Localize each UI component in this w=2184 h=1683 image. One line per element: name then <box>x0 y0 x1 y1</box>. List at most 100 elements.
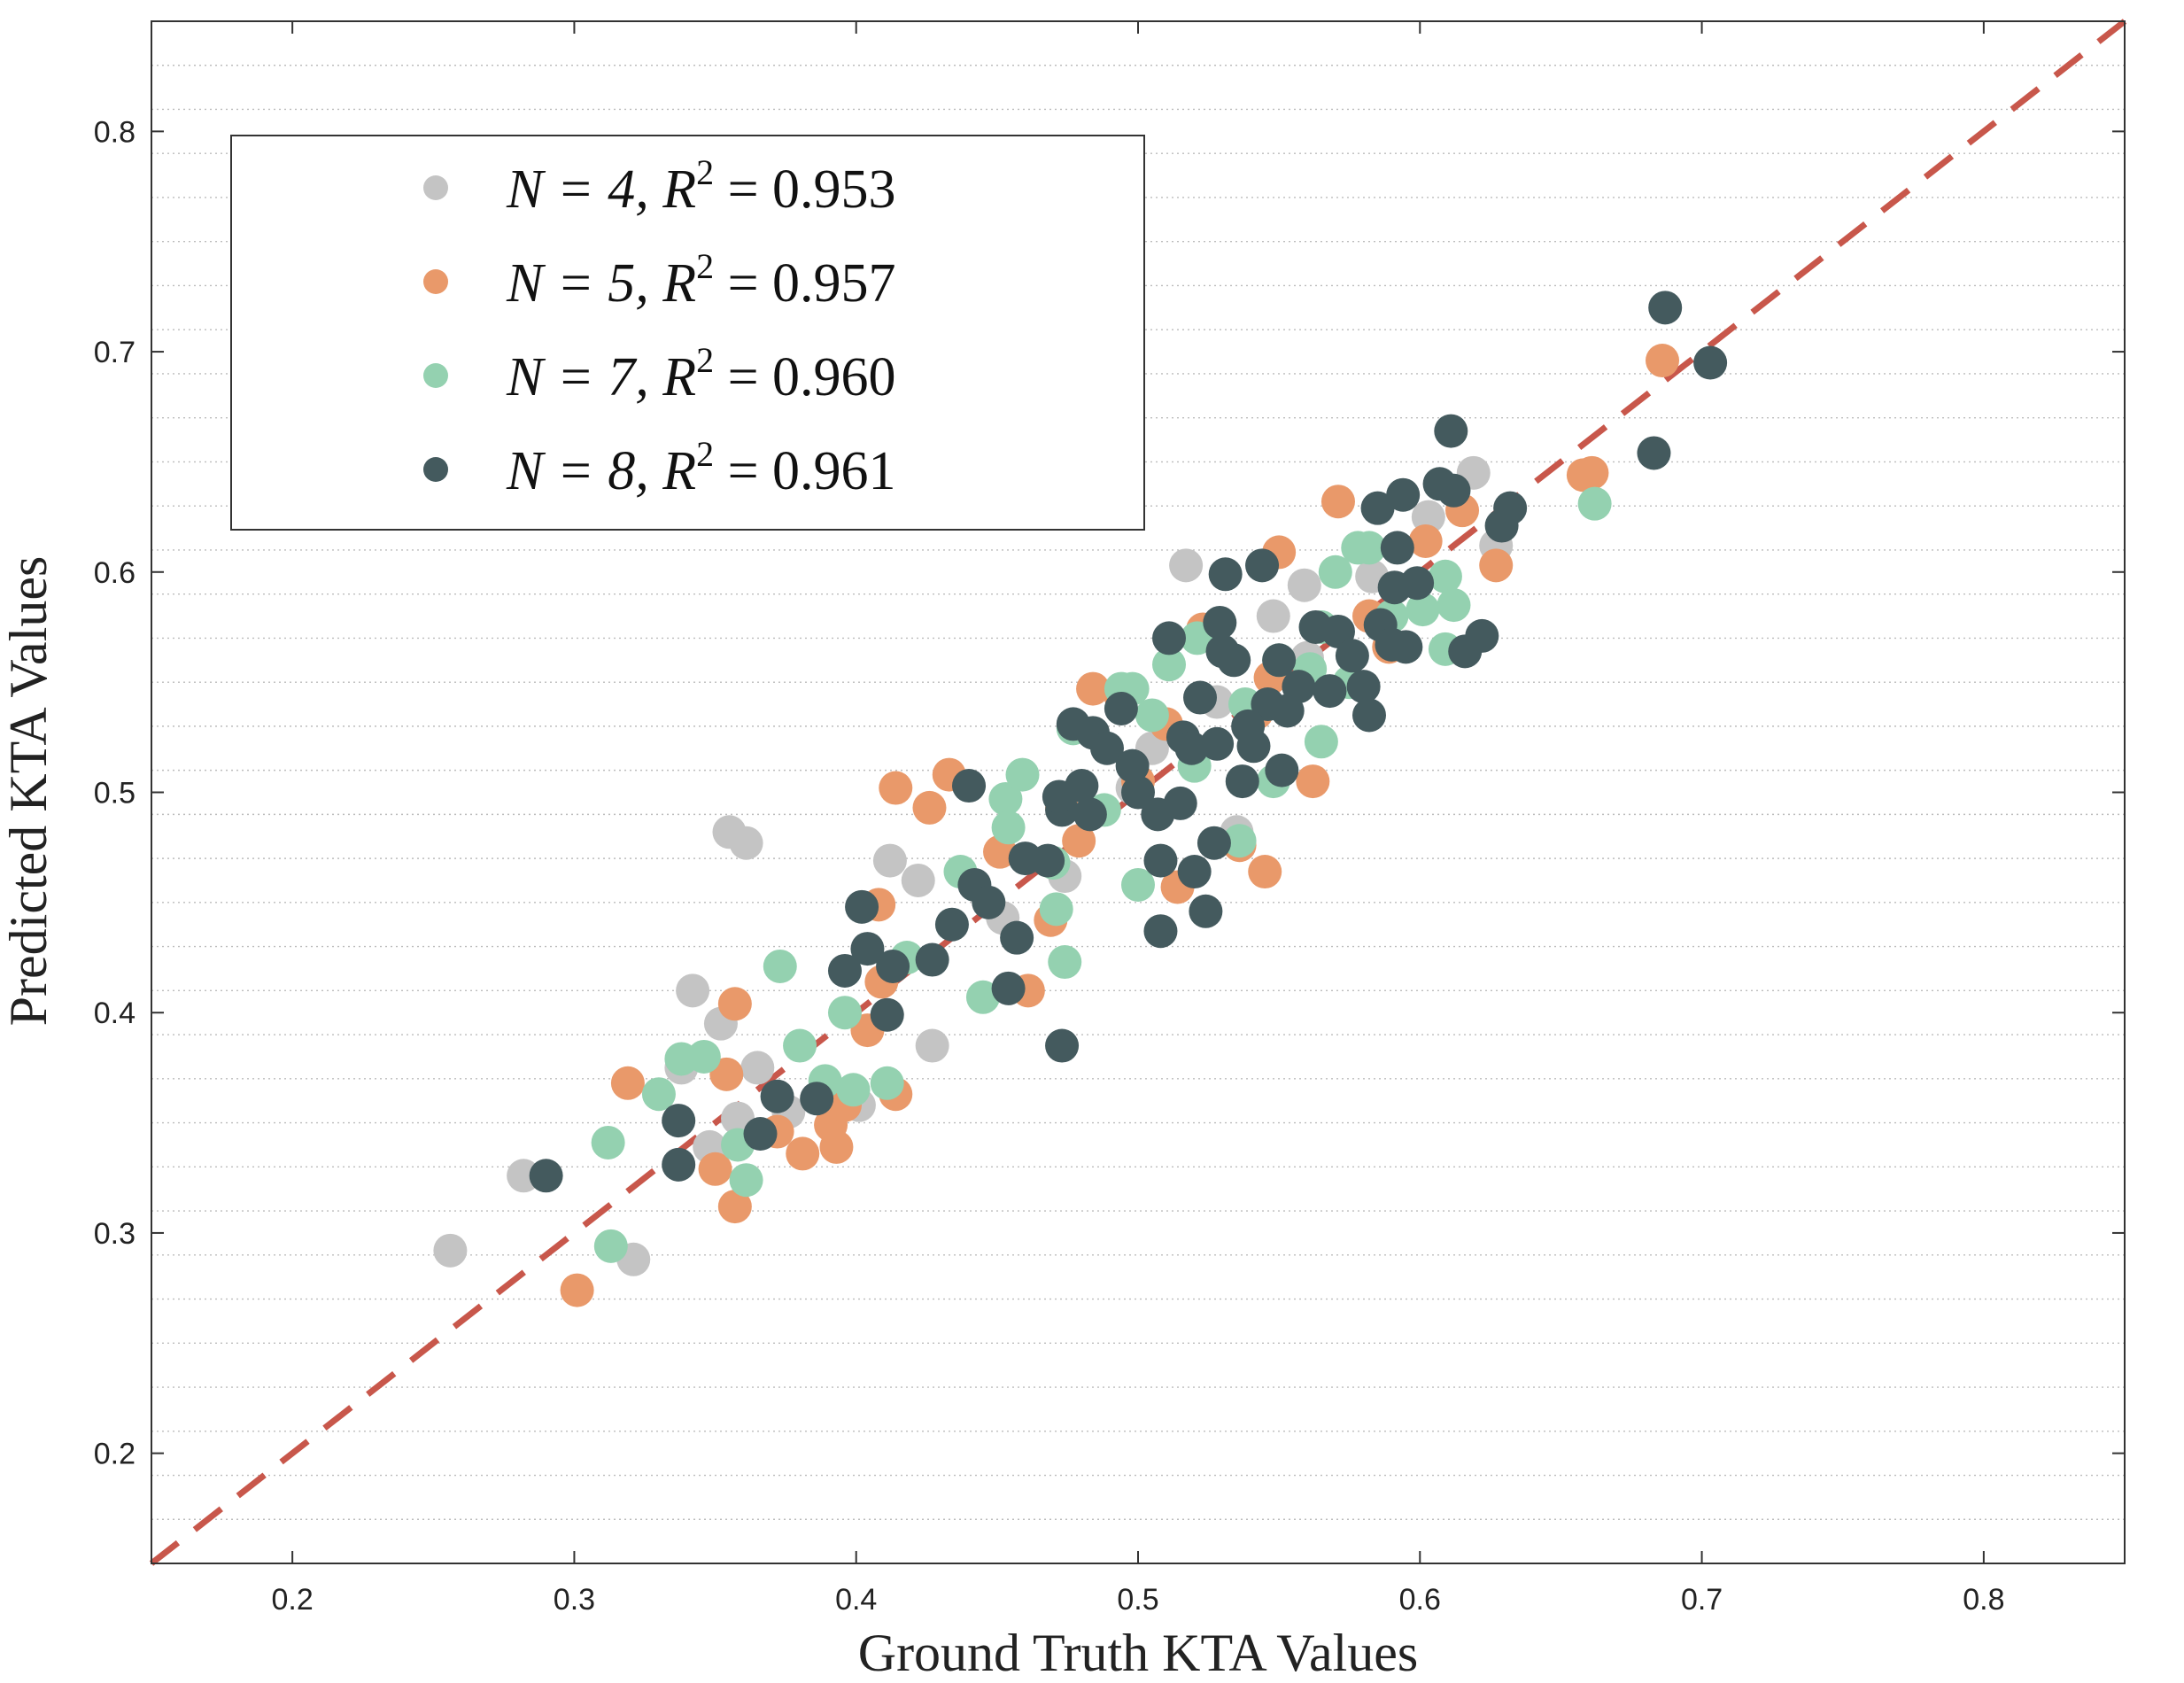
data-point <box>1400 566 1435 601</box>
data-point <box>1406 593 1440 627</box>
data-point <box>879 771 913 805</box>
data-point <box>1000 920 1034 955</box>
data-point <box>870 1066 904 1100</box>
data-point <box>662 1104 696 1138</box>
data-point <box>1637 436 1671 470</box>
data-point <box>1200 726 1235 761</box>
x-tick-label: 0.2 <box>272 1583 314 1617</box>
data-point <box>876 949 910 983</box>
data-point <box>1169 548 1204 583</box>
data-point <box>988 781 1023 816</box>
data-point <box>676 973 710 1008</box>
legend-marker-2 <box>423 269 448 294</box>
axis-ticks: 0.2 0.3 0.4 0.5 0.6 0.7 0.8 0.2 0.3 0.4 0.5 0.6 0.7 0… <box>94 21 2125 1617</box>
data-point <box>901 863 935 897</box>
y-tick-label: 0.2 <box>94 1438 136 1471</box>
data-point <box>1493 491 1528 525</box>
data-point <box>1073 797 1107 832</box>
y-axis-title: Predicted KTA Values <box>0 556 58 1027</box>
x-tick-label: 0.3 <box>554 1583 595 1617</box>
data-point <box>991 971 1026 1005</box>
data-point <box>729 826 763 860</box>
data-point <box>1231 709 1266 743</box>
data-point <box>1208 557 1243 592</box>
data-point <box>593 1229 628 1263</box>
legend-label-3: N = 7, R2 = 0.960 <box>506 340 896 407</box>
data-point <box>1389 630 1423 664</box>
data-point <box>1304 725 1338 759</box>
data-point <box>934 907 969 942</box>
data-point <box>1380 531 1414 565</box>
data-point <box>819 1129 854 1164</box>
data-point <box>1152 621 1187 655</box>
data-point <box>1318 555 1352 589</box>
data-point <box>1351 698 1386 733</box>
data-point <box>1245 548 1280 583</box>
data-point <box>965 980 1000 1014</box>
data-point <box>1152 648 1187 682</box>
data-point <box>1197 826 1231 860</box>
data-point <box>1217 643 1251 678</box>
data-point <box>1248 855 1282 889</box>
x-tick-label: 0.4 <box>835 1583 877 1617</box>
data-point <box>1121 775 1155 810</box>
y-tick-label: 0.5 <box>94 777 136 810</box>
data-point <box>952 769 987 803</box>
x-tick-label: 0.8 <box>1963 1583 2004 1617</box>
legend-label-1: N = 4, R2 = 0.953 <box>506 152 896 220</box>
data-point <box>1143 843 1178 878</box>
data-point <box>915 942 949 977</box>
data-point <box>786 1136 820 1171</box>
data-point <box>827 953 862 988</box>
data-point <box>972 885 1006 919</box>
data-point <box>836 1073 871 1107</box>
data-point <box>662 1147 696 1182</box>
data-point <box>763 949 797 983</box>
data-point <box>1163 786 1197 820</box>
data-point <box>1360 491 1395 525</box>
data-point <box>1203 605 1237 640</box>
data-point <box>1296 764 1330 799</box>
data-point <box>870 997 904 1032</box>
data-point <box>1465 618 1499 653</box>
data-point <box>1422 467 1457 501</box>
data-point <box>1646 344 1680 378</box>
data-point <box>1282 670 1316 704</box>
y-tick-label: 0.3 <box>94 1217 136 1251</box>
data-point <box>1005 757 1040 792</box>
data-point <box>1048 945 1082 980</box>
data-point <box>729 1163 763 1198</box>
legend: N = 4, R2 = 0.953 N = 5, R2 = 0.957 N = 7,… <box>230 135 1145 531</box>
data-point <box>1031 843 1065 878</box>
x-tick-label: 0.6 <box>1399 1583 1441 1617</box>
data-point <box>1062 824 1096 858</box>
data-point <box>1089 731 1124 765</box>
data-point <box>1693 345 1728 380</box>
data-point <box>760 1079 794 1113</box>
data-point <box>1042 779 1076 814</box>
data-point <box>1479 548 1514 583</box>
data-point <box>1121 867 1155 902</box>
data-point <box>1143 914 1178 949</box>
data-point <box>1039 892 1073 927</box>
data-point <box>1174 731 1209 765</box>
legend-box <box>230 135 1145 531</box>
data-point <box>850 932 885 966</box>
legend-label-2: N = 5, R2 = 0.957 <box>506 246 896 314</box>
legend-marker-3 <box>423 363 448 388</box>
data-point <box>1575 455 1609 490</box>
legend-marker-1 <box>423 175 448 200</box>
data-point <box>529 1159 563 1193</box>
data-point <box>1135 698 1169 733</box>
data-point <box>991 810 1026 845</box>
data-point <box>1335 639 1369 673</box>
x-axis-title: Ground Truth KTA Values <box>858 1624 1419 1682</box>
reference-line-group <box>149 19 2127 1566</box>
data-point <box>1408 524 1443 558</box>
data-point <box>1313 674 1347 709</box>
data-point <box>912 790 947 825</box>
data-point <box>1076 671 1111 706</box>
data-point <box>1351 531 1386 565</box>
data-points <box>433 291 1728 1307</box>
